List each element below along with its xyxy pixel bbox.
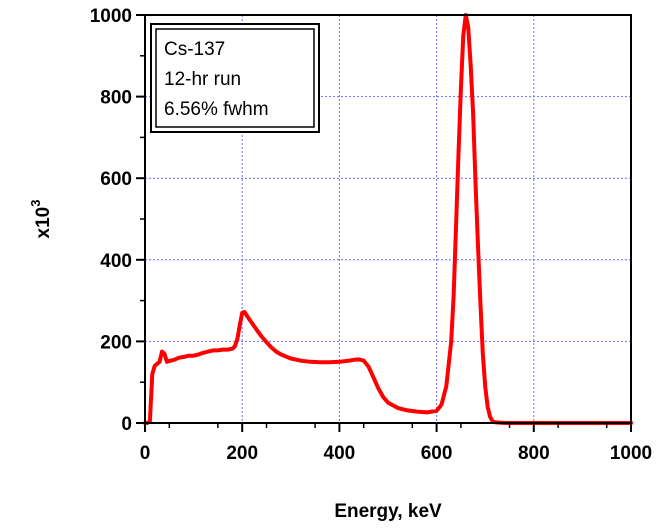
y-tick-label-800: 800 — [100, 88, 132, 109]
legend-outer-border — [150, 23, 320, 133]
legend-line-2: 12-hr run — [164, 69, 241, 90]
y-tick-label-0: 0 — [121, 414, 132, 435]
series-layer — [143, 13, 633, 425]
legend-inner-border — [155, 28, 315, 128]
legend-box: Cs-137 12-hr run 6.56% fwhm — [150, 23, 320, 133]
x-tick-label-0: 0 — [140, 443, 151, 464]
x-tick-label-400: 400 — [324, 443, 356, 464]
y-axis-title-text: x103 — [28, 200, 54, 239]
x-tick-label-800: 800 — [518, 443, 550, 464]
y-tick-label-1000: 1000 — [90, 6, 132, 27]
legend-line-1: Cs-137 — [164, 39, 225, 60]
axis-ticks — [136, 14, 632, 432]
legend-line-3: 6.56% fwhm — [164, 99, 269, 120]
x-axis-title: Energy, keV — [334, 501, 442, 522]
y-axis-title: x103 — [28, 200, 54, 239]
x-tick-label-1000: 1000 — [610, 443, 652, 464]
x-tick-label-600: 600 — [421, 443, 453, 464]
spectrum-series-line-0 — [143, 13, 633, 425]
tick-labels: 0 200 400 600 800 1000 0 200 400 600 800 1000 — [90, 6, 652, 464]
x-tick-label-200: 200 — [226, 443, 258, 464]
y-axis-title-base: x10 — [33, 207, 54, 239]
y-axis-title-exponent: 3 — [28, 200, 43, 207]
y-tick-label-200: 200 — [100, 332, 132, 353]
y-tick-label-400: 400 — [100, 251, 132, 272]
y-tick-label-600: 600 — [100, 169, 132, 190]
